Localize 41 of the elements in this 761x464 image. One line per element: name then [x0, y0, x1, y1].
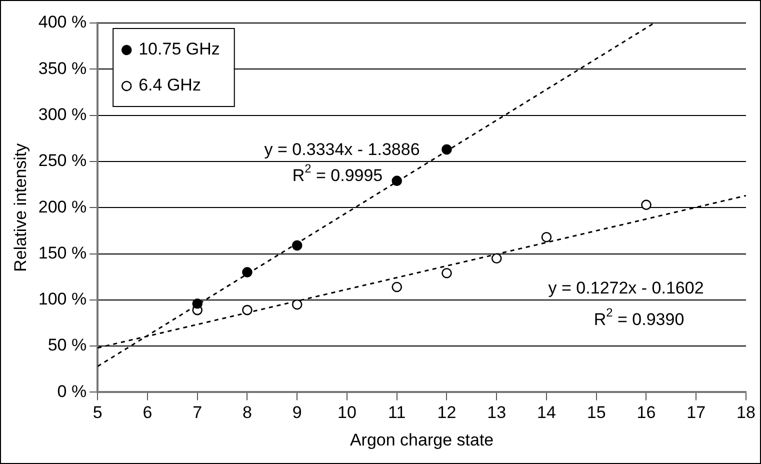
point — [192, 298, 203, 309]
x-tick-label: 5 — [92, 403, 102, 422]
point — [242, 304, 252, 316]
y-axis-title: Relative intensity — [10, 142, 30, 272]
x-tick-label: 14 — [537, 403, 556, 422]
y-tick-label: 50 % — [48, 336, 87, 355]
point — [442, 144, 452, 155]
legend-label: 6.4 GHz — [138, 76, 201, 95]
point — [491, 253, 502, 264]
y-tick-label: 300 % — [38, 104, 87, 124]
y-tick-label: 150 % — [38, 243, 87, 262]
point — [292, 240, 302, 251]
legend-label: 10.75 GHz — [138, 40, 220, 59]
y-tick-label: 400 % — [38, 12, 87, 32]
x-tick-label: 18 — [736, 403, 756, 422]
x-tick-label: 17 — [686, 403, 706, 422]
annotation: y = 0.1272x - 0.1602 — [548, 278, 704, 298]
x-tick-label: 15 — [586, 403, 606, 422]
point — [442, 268, 452, 278]
y-tick-label: 350 % — [38, 58, 87, 78]
x-tick-label: 10 — [338, 403, 356, 422]
point — [541, 232, 552, 242]
annotation: y = 0.3334x - 1.3886 — [264, 140, 420, 160]
x-tick-label: 13 — [487, 403, 506, 422]
x-tick-label: 16 — [636, 403, 656, 422]
x-tick-label: 7 — [192, 403, 202, 422]
x-tick-label: 11 — [388, 403, 406, 422]
point — [641, 200, 652, 210]
point — [392, 176, 402, 186]
y-tick-label: 0 % — [57, 382, 87, 401]
point — [242, 267, 252, 278]
x-tick-label: 9 — [292, 403, 302, 422]
x-tick-label: 8 — [242, 403, 252, 422]
y-tick-label: 100 % — [38, 290, 87, 309]
x-tick-label: 6 — [142, 403, 152, 422]
x-axis-title: Argon charge state — [350, 430, 494, 450]
y-tick-label: 200 % — [38, 197, 87, 216]
point — [292, 299, 302, 310]
point — [392, 282, 402, 292]
y-tick-label: 250 % — [38, 151, 87, 170]
x-tick-label: 12 — [437, 403, 456, 422]
